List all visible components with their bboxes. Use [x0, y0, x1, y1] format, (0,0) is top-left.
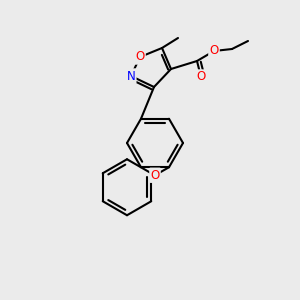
Text: O: O [196, 70, 206, 83]
Text: O: O [135, 50, 145, 64]
Text: O: O [150, 169, 160, 182]
Text: N: N [127, 70, 135, 83]
Text: O: O [209, 44, 219, 58]
